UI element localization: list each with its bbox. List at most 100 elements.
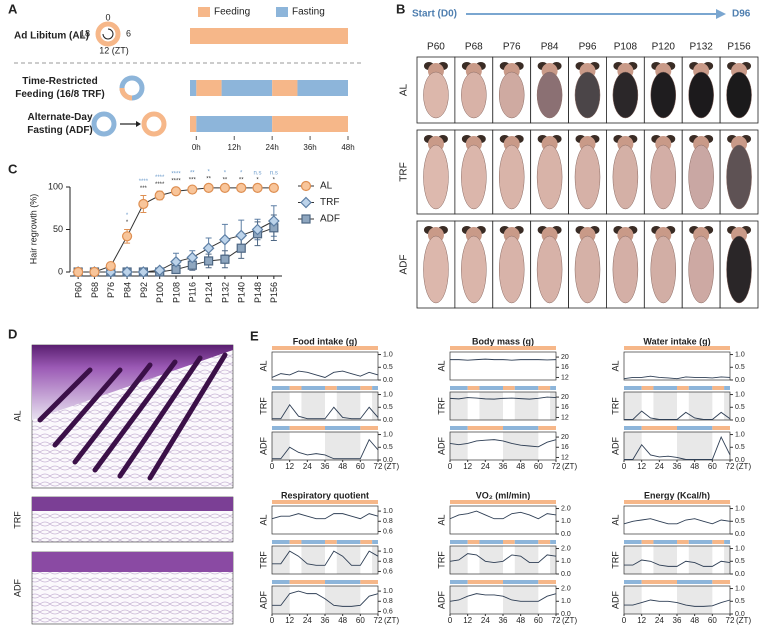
subplot-frame [623,351,731,381]
mouse-body [498,71,525,119]
schedule-strip [450,580,468,584]
legend-label: ADF [320,214,340,225]
x-tick-label: P108 [171,282,181,303]
x-axis-label: (ZT) [384,616,399,625]
schedule-strip [336,540,361,544]
mouse-body [688,235,714,304]
x-tick-label: 72 [726,616,735,625]
schedule-strip [467,386,480,390]
schedule-strip [550,540,556,544]
row-label: ADF [399,255,410,275]
x-tick-label: 60 [534,462,543,471]
schedule-strip [289,580,325,584]
schedule-segment [272,80,298,96]
series-line [623,518,731,525]
epidermis [32,497,233,511]
mouse-body [726,144,752,210]
x-tick-label: 48 [690,462,699,471]
data-point [187,184,198,195]
schedule-strip [360,386,373,390]
mouse-body [574,235,601,304]
x-tick-label: 0 [622,616,627,625]
schedule-strip [325,580,361,584]
x-tick-label: P132 [220,282,230,303]
schedule-strip [712,540,725,544]
schedule-strip [479,386,503,390]
x-tick-label: P92 [139,282,149,298]
x-tick-label: 0 [270,462,275,471]
y-tick-label: 0.6 [383,608,393,615]
schedule-strip [712,426,730,430]
schedule-strip [624,346,730,350]
data-point [105,260,116,272]
histology-al [31,344,234,489]
fasting-shade [325,586,361,614]
x-axis-label: (ZT) [562,462,577,471]
schedule-strip [272,426,290,430]
schedule-strip [467,540,480,544]
mouse-body [650,235,677,304]
schedule-strip [372,540,378,544]
row-label: Feeding (16/8 TRF) [15,89,104,100]
row-label: AL [436,514,446,525]
x-tick-label: 36h [303,143,316,152]
y-tick-label: 1.0 [383,391,393,398]
y-tick-label: 0.8 [383,598,393,605]
subplot-frame [449,391,557,421]
x-tick-label: 36 [321,462,330,471]
schedule-strip [479,540,503,544]
column-label: P156 [727,42,751,53]
x-tick-label: 24h [265,143,278,152]
y-tick-label: 1.0 [735,505,745,512]
x-tick-label: 24 [303,616,312,625]
row-label: TRF [610,397,620,415]
fasting-shade [336,546,361,574]
mouse-body [536,71,563,119]
fasting-shade [550,392,556,420]
schedule-strip [289,386,302,390]
series-line [449,510,557,520]
fasting-shade [272,392,290,420]
series-line [272,550,379,566]
column-label: P84 [541,42,559,53]
schedule-strip [538,540,551,544]
data-point [121,231,133,242]
significance: **** [155,175,165,181]
x-tick-label: P116 [188,282,198,302]
series-line [623,375,731,380]
mouse-body [461,71,487,119]
x-tick-label: 12 [463,462,472,471]
y-tick-label: 0.0 [735,417,745,424]
schedule-segment [297,80,348,96]
clock-al [95,21,121,47]
significance: *** [140,186,148,192]
clock-label: 18 [80,28,90,38]
significance: ** [190,171,195,177]
row-label: TRF [436,551,446,569]
fasting-shade [653,392,677,420]
fasting-shade [624,586,642,614]
schedule-strip [624,500,730,504]
row-label: TRF [258,551,268,569]
x-tick-label: P124 [204,282,214,303]
legend-marker [300,180,312,192]
x-tick-label: P100 [155,282,165,303]
x-tick-label: 24 [481,616,490,625]
y-tick-label: 0.5 [383,364,393,371]
row-label: ADF [258,590,268,609]
y-axis-label: Hair regrowth (%) [28,194,38,265]
significance: *** [189,178,197,184]
y-tick-label: 12 [561,414,569,421]
x-tick-label: 72 [552,462,561,471]
y-tick-label: 0.0 [561,531,571,538]
y-tick-label: 0.0 [735,611,745,618]
data-point [186,251,199,264]
schedule-strip [503,426,539,430]
x-tick-label: 24 [303,462,312,471]
significance: ** [239,178,244,184]
subplot-frame [449,545,557,575]
legend-label: Fasting [292,7,325,18]
data-point [121,266,133,278]
legend-swatch [198,7,210,17]
y-tick-label: 0.5 [735,364,745,371]
